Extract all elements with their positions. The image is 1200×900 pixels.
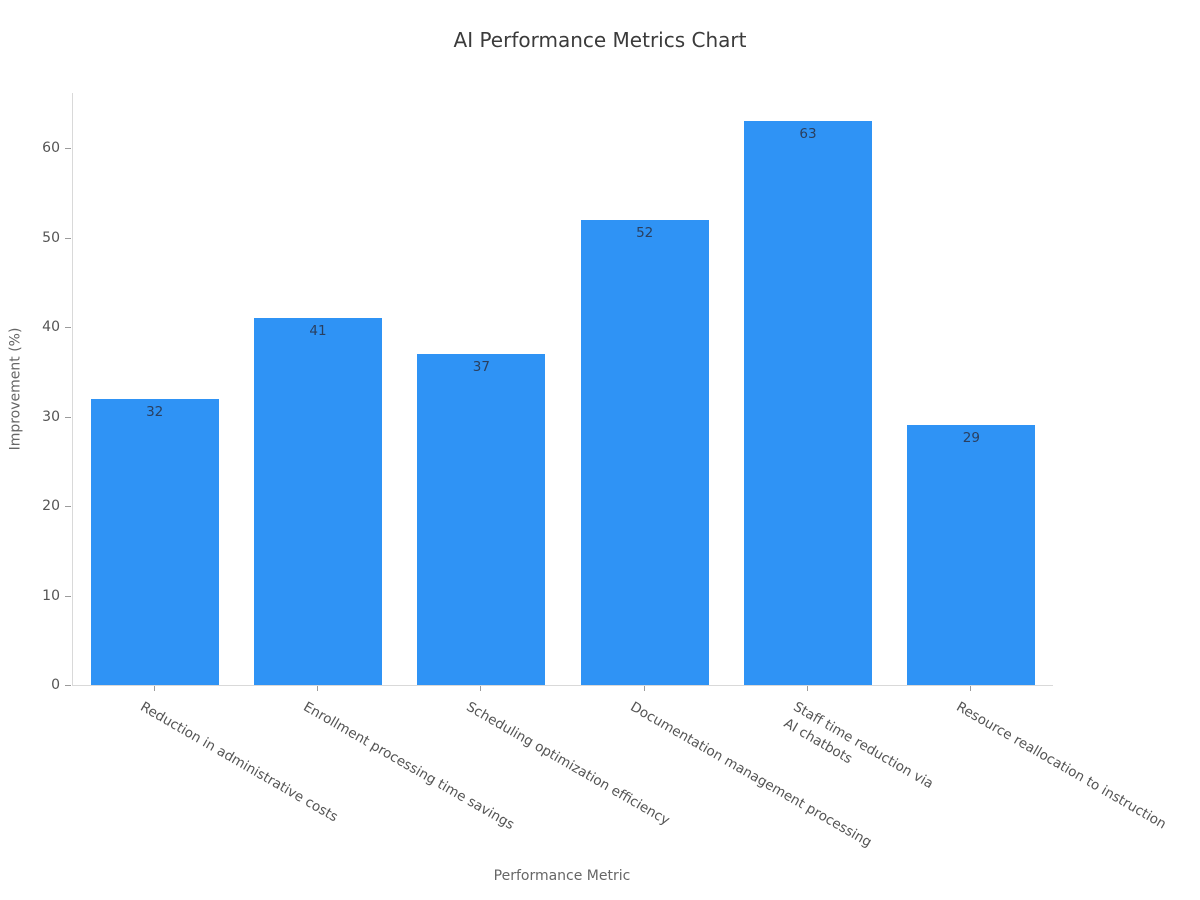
y-axis-tick-mark bbox=[65, 595, 71, 597]
y-axis-tick-mark bbox=[65, 327, 71, 329]
y-axis-tick-label: 40 bbox=[42, 319, 60, 336]
bar-value-label: 63 bbox=[799, 126, 817, 143]
y-axis-tick-mark bbox=[65, 416, 71, 418]
bar: 37 bbox=[417, 353, 546, 685]
chart-title: AI Performance Metrics Chart bbox=[453, 28, 747, 52]
bar: 52 bbox=[580, 219, 709, 685]
bar-value-label: 32 bbox=[146, 403, 164, 420]
y-axis-tick-mark bbox=[65, 506, 71, 507]
y-axis-tick-label: 20 bbox=[42, 498, 60, 514]
y-axis-tick-label: 10 bbox=[42, 587, 60, 604]
x-axis-tick-mark bbox=[807, 686, 808, 691]
x-axis-tick-mark bbox=[153, 686, 155, 691]
bar: 29 bbox=[907, 425, 1036, 685]
y-axis-title: Improvement (%) bbox=[7, 327, 24, 451]
x-axis-tick-mark bbox=[970, 686, 972, 691]
y-axis-tick-label: 30 bbox=[42, 408, 60, 425]
x-axis-title: Performance Metric bbox=[493, 868, 631, 884]
bar-value-label: 52 bbox=[636, 224, 654, 241]
x-axis-tick-mark bbox=[480, 686, 482, 691]
y-axis-tick-mark bbox=[65, 148, 71, 150]
bar: 32 bbox=[90, 398, 219, 685]
y-axis-tick-label: 50 bbox=[42, 229, 60, 246]
bar: 63 bbox=[744, 121, 872, 685]
x-axis-tick-mark bbox=[643, 686, 645, 691]
bar-value-label: 37 bbox=[472, 358, 490, 375]
x-axis-tick-mark bbox=[317, 686, 318, 691]
y-axis-tick-mark bbox=[65, 685, 71, 686]
y-axis-tick-mark bbox=[65, 237, 71, 239]
bar-value-label: 29 bbox=[962, 430, 980, 447]
plot-area: 32 41 37 52 63 29 bbox=[72, 93, 1053, 686]
x-axis-tick-label: Staff time reduction via AI chatbots bbox=[781, 698, 937, 793]
y-axis-tick-label: 0 bbox=[51, 677, 60, 693]
bar-value-label: 41 bbox=[309, 323, 327, 340]
bar: 41 bbox=[254, 318, 382, 685]
y-axis-tick-label: 60 bbox=[42, 140, 60, 157]
x-axis-tick-label: Resource reallocation to instruction bbox=[953, 698, 1170, 833]
